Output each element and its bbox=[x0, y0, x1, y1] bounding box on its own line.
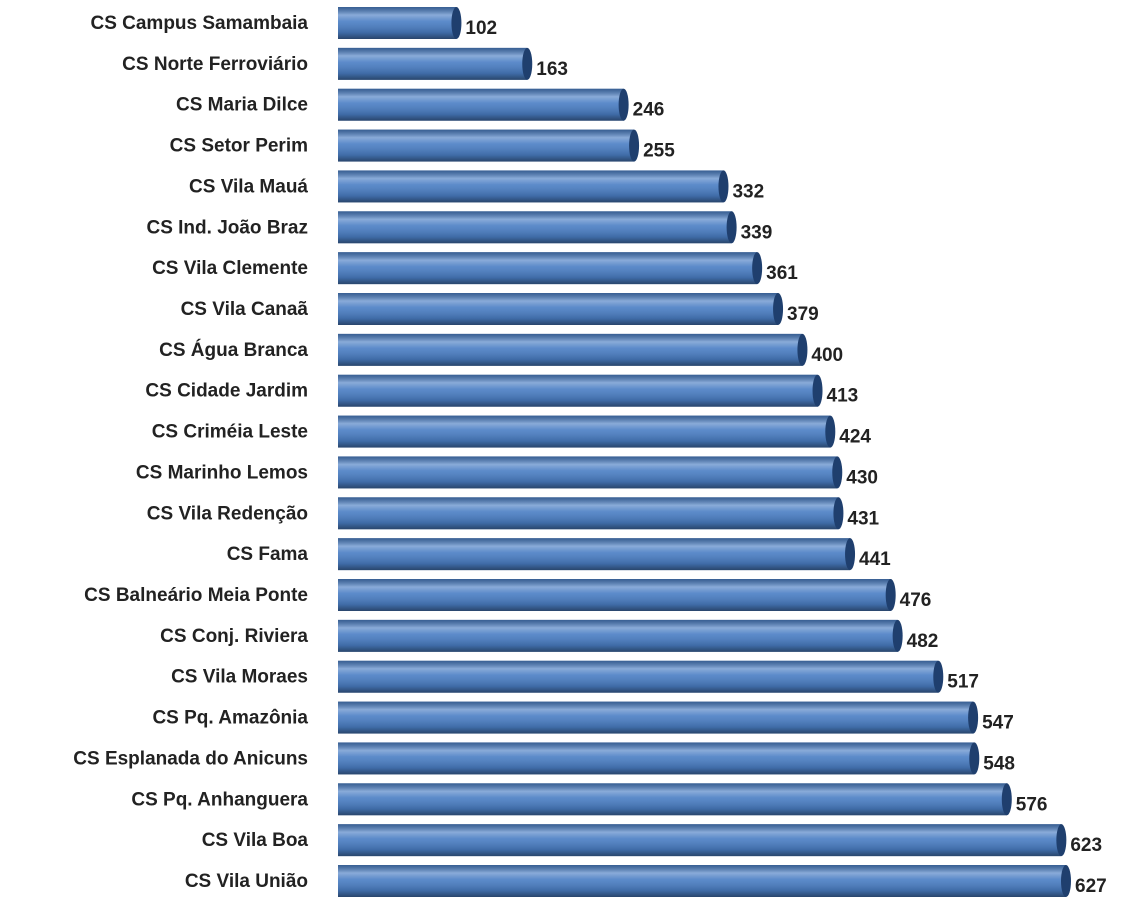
bar-shade bbox=[338, 660, 939, 693]
category-label: CS Campus Samambaia bbox=[90, 13, 308, 34]
bar-shade bbox=[338, 497, 839, 530]
category-label: CS Balneário Meia Ponte bbox=[84, 585, 308, 606]
bar-cap bbox=[718, 170, 729, 203]
value-label: 517 bbox=[947, 672, 979, 693]
value-label: 430 bbox=[846, 467, 878, 488]
bar-shade bbox=[338, 293, 779, 325]
category-label: CS Norte Ferroviário bbox=[122, 54, 308, 75]
bar-cap bbox=[969, 742, 980, 775]
bar-cap bbox=[522, 47, 533, 80]
bar-cap bbox=[1001, 783, 1012, 816]
value-label: 413 bbox=[827, 386, 859, 407]
bar-shade bbox=[338, 783, 1007, 816]
bar-shade bbox=[338, 252, 758, 285]
bar-shade bbox=[338, 129, 635, 162]
bar-cap bbox=[1056, 824, 1067, 857]
value-label: 379 bbox=[787, 304, 819, 325]
bar-cap bbox=[845, 538, 856, 571]
bar-cap bbox=[726, 211, 737, 244]
bar-cap bbox=[833, 497, 844, 530]
category-label: CS Esplanada do Anicuns bbox=[73, 748, 308, 769]
bar-cap bbox=[752, 252, 763, 285]
value-label: 255 bbox=[643, 141, 675, 162]
value-label: 482 bbox=[907, 631, 939, 652]
category-label: CS Vila Boa bbox=[202, 830, 309, 851]
bar-shade bbox=[338, 415, 831, 448]
bar-cap bbox=[797, 333, 808, 366]
value-label: 476 bbox=[900, 590, 932, 611]
value-label: 547 bbox=[982, 713, 1014, 734]
category-label: CS Ind. João Braz bbox=[146, 217, 308, 238]
bar-cap bbox=[885, 579, 896, 611]
category-label: CS Conj. Riviera bbox=[160, 626, 308, 647]
category-label: CS Vila Canaã bbox=[181, 299, 309, 320]
category-label: CS Cidade Jardim bbox=[145, 381, 308, 402]
category-label: CS Vila Redenção bbox=[147, 503, 308, 524]
category-label: CS Marinho Lemos bbox=[136, 462, 308, 483]
bar-cap bbox=[968, 701, 979, 734]
bar-cap bbox=[825, 415, 836, 448]
value-label: 627 bbox=[1075, 876, 1107, 897]
bar-shade bbox=[338, 865, 1066, 897]
value-label: 361 bbox=[766, 263, 798, 284]
bar-shade bbox=[338, 211, 732, 244]
bar-shade bbox=[338, 374, 818, 407]
bar-cap bbox=[933, 660, 944, 693]
bar-cap bbox=[812, 374, 823, 407]
category-label: CS Vila União bbox=[185, 871, 308, 892]
category-label: CS Água Branca bbox=[159, 339, 308, 361]
bar-shade bbox=[338, 88, 624, 121]
bar-shade bbox=[338, 47, 528, 80]
value-label: 400 bbox=[811, 345, 843, 366]
value-label: 548 bbox=[983, 753, 1015, 774]
category-label: CS Pq. Anhanguera bbox=[131, 789, 308, 810]
bar-shade bbox=[338, 7, 457, 39]
value-label: 424 bbox=[839, 427, 871, 448]
bar-shade bbox=[338, 701, 974, 734]
bar-cap bbox=[892, 619, 903, 652]
value-label: 623 bbox=[1070, 835, 1102, 856]
value-label: 332 bbox=[732, 181, 764, 202]
value-label: 163 bbox=[536, 59, 568, 80]
value-label: 576 bbox=[1016, 794, 1048, 815]
value-label: 431 bbox=[847, 508, 879, 529]
category-label: CS Pq. Amazônia bbox=[152, 708, 308, 729]
value-label: 339 bbox=[741, 222, 773, 243]
bar-cap bbox=[1061, 865, 1071, 897]
category-label: CS Criméia Leste bbox=[152, 422, 308, 443]
bar-shade bbox=[338, 824, 1062, 857]
bar-shade bbox=[338, 619, 898, 652]
category-label: CS Vila Clemente bbox=[152, 258, 308, 279]
value-label: 102 bbox=[465, 18, 497, 39]
bar-shade bbox=[338, 579, 891, 611]
category-label: CS Vila Moraes bbox=[171, 667, 308, 688]
bar-shade bbox=[338, 742, 975, 775]
bar-cap bbox=[832, 456, 843, 489]
value-label: 441 bbox=[859, 549, 891, 570]
category-label: CS Fama bbox=[227, 544, 309, 565]
category-label: CS Setor Perim bbox=[170, 136, 308, 157]
category-label: CS Maria Dilce bbox=[176, 95, 308, 116]
bar-shade bbox=[338, 538, 851, 571]
bar-shade bbox=[338, 170, 724, 203]
category-label: CS Vila Mauá bbox=[189, 176, 308, 197]
value-label: 246 bbox=[633, 100, 665, 121]
bar-shade bbox=[338, 333, 803, 366]
bar-cap bbox=[773, 293, 784, 325]
bar-cap bbox=[629, 129, 640, 162]
bar-cap bbox=[618, 88, 629, 121]
bar-cap bbox=[451, 7, 462, 39]
bar-shade bbox=[338, 456, 838, 489]
